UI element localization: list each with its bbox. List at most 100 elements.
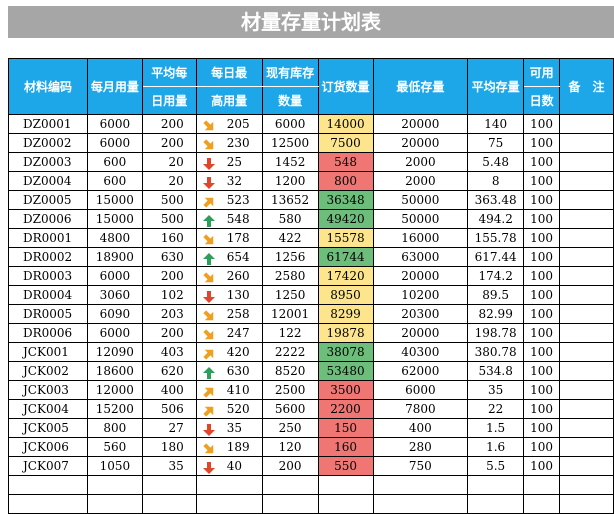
header-note[interactable]: 备 注	[559, 58, 614, 115]
daily-usage-cell[interactable]: 203	[141, 304, 197, 324]
code-cell[interactable]: JCK007	[8, 456, 88, 476]
avg-stock-cell[interactable]: 140	[467, 114, 525, 134]
stock-cell[interactable]: 13652	[261, 190, 319, 210]
daily-usage-cell[interactable]: 20	[141, 171, 197, 191]
days-cell[interactable]: 100	[523, 323, 561, 343]
peak-usage-cell[interactable]: 420	[195, 342, 263, 362]
order-qty-cell[interactable]: 3500	[317, 380, 374, 400]
min-stock-cell[interactable]: 20000	[372, 133, 469, 153]
peak-usage-cell[interactable]: 630	[195, 361, 263, 381]
daily-usage-cell[interactable]: 403	[141, 342, 197, 362]
daily-usage-cell[interactable]: 400	[141, 380, 197, 400]
header-stock-top[interactable]: 现有库存	[261, 58, 319, 87]
monthly-usage-cell[interactable]: 800	[86, 418, 143, 438]
monthly-usage-cell[interactable]: 6090	[86, 304, 143, 324]
stock-cell[interactable]: 6000	[261, 114, 319, 134]
header-code[interactable]: 材料编码	[8, 58, 88, 115]
min-stock-cell[interactable]: 20300	[372, 304, 469, 324]
stock-cell[interactable]: 422	[261, 228, 319, 248]
stock-cell[interactable]: 2580	[261, 266, 319, 286]
peak-usage-cell[interactable]: 410	[195, 380, 263, 400]
order-qty-cell[interactable]: 2200	[317, 399, 374, 419]
daily-usage-cell[interactable]: 102	[141, 285, 197, 305]
monthly-usage-cell[interactable]: 18900	[86, 247, 143, 267]
code-cell[interactable]: JCK004	[8, 399, 88, 419]
days-cell[interactable]: 100	[523, 247, 561, 267]
note-cell[interactable]	[559, 171, 614, 191]
min-stock-cell[interactable]: 50000	[372, 209, 469, 229]
monthly-usage-cell[interactable]: 560	[86, 437, 143, 457]
code-cell[interactable]: JCK001	[8, 342, 88, 362]
empty-cell[interactable]	[372, 475, 469, 495]
note-cell[interactable]	[559, 399, 614, 419]
peak-usage-cell[interactable]: 178	[195, 228, 263, 248]
header-monthly[interactable]: 每月用量	[86, 58, 143, 115]
monthly-usage-cell[interactable]: 3060	[86, 285, 143, 305]
peak-usage-cell[interactable]: 260	[195, 266, 263, 286]
avg-stock-cell[interactable]: 5.48	[467, 152, 525, 172]
order-qty-cell[interactable]: 61744	[317, 247, 374, 267]
code-cell[interactable]: JCK002	[8, 361, 88, 381]
avg-stock-cell[interactable]: 198.78	[467, 323, 525, 343]
daily-usage-cell[interactable]: 630	[141, 247, 197, 267]
order-qty-cell[interactable]: 17420	[317, 266, 374, 286]
stock-cell[interactable]: 1250	[261, 285, 319, 305]
code-cell[interactable]: DZ0002	[8, 133, 88, 153]
stock-cell[interactable]: 12500	[261, 133, 319, 153]
peak-usage-cell[interactable]: 35	[195, 418, 263, 438]
code-cell[interactable]: DR0005	[8, 304, 88, 324]
daily-usage-cell[interactable]: 200	[141, 133, 197, 153]
peak-usage-cell[interactable]: 548	[195, 209, 263, 229]
days-cell[interactable]: 100	[523, 342, 561, 362]
stock-cell[interactable]: 122	[261, 323, 319, 343]
code-cell[interactable]: DZ0003	[8, 152, 88, 172]
daily-usage-cell[interactable]: 620	[141, 361, 197, 381]
stock-cell[interactable]: 5600	[261, 399, 319, 419]
code-cell[interactable]: DR0006	[8, 323, 88, 343]
empty-cell[interactable]	[261, 475, 319, 495]
days-cell[interactable]: 100	[523, 418, 561, 438]
peak-usage-cell[interactable]: 247	[195, 323, 263, 343]
monthly-usage-cell[interactable]: 15200	[86, 399, 143, 419]
min-stock-cell[interactable]: 16000	[372, 228, 469, 248]
empty-cell[interactable]	[467, 475, 525, 495]
note-cell[interactable]	[559, 114, 614, 134]
order-qty-cell[interactable]: 36348	[317, 190, 374, 210]
note-cell[interactable]	[559, 266, 614, 286]
note-cell[interactable]	[559, 285, 614, 305]
note-cell[interactable]	[559, 228, 614, 248]
monthly-usage-cell[interactable]: 6000	[86, 114, 143, 134]
avg-stock-cell[interactable]: 494.2	[467, 209, 525, 229]
stock-cell[interactable]: 580	[261, 209, 319, 229]
order-qty-cell[interactable]: 14000	[317, 114, 374, 134]
empty-cell[interactable]	[86, 494, 143, 514]
min-stock-cell[interactable]: 280	[372, 437, 469, 457]
avg-stock-cell[interactable]: 5.5	[467, 456, 525, 476]
header-order[interactable]: 订货数量	[317, 58, 374, 115]
code-cell[interactable]: DZ0004	[8, 171, 88, 191]
order-qty-cell[interactable]: 8299	[317, 304, 374, 324]
order-qty-cell[interactable]: 800	[317, 171, 374, 191]
avg-stock-cell[interactable]: 22	[467, 399, 525, 419]
stock-cell[interactable]: 120	[261, 437, 319, 457]
days-cell[interactable]: 100	[523, 437, 561, 457]
note-cell[interactable]	[559, 380, 614, 400]
days-cell[interactable]: 100	[523, 361, 561, 381]
monthly-usage-cell[interactable]: 12090	[86, 342, 143, 362]
note-cell[interactable]	[559, 361, 614, 381]
monthly-usage-cell[interactable]: 6000	[86, 266, 143, 286]
code-cell[interactable]: DR0002	[8, 247, 88, 267]
avg-stock-cell[interactable]: 617.44	[467, 247, 525, 267]
order-qty-cell[interactable]: 8950	[317, 285, 374, 305]
empty-cell[interactable]	[467, 494, 525, 514]
header-daily-top[interactable]: 平均每	[141, 58, 197, 87]
header-days-top[interactable]: 可用	[523, 58, 561, 87]
daily-usage-cell[interactable]: 506	[141, 399, 197, 419]
order-qty-cell[interactable]: 19878	[317, 323, 374, 343]
monthly-usage-cell[interactable]: 6000	[86, 323, 143, 343]
min-stock-cell[interactable]: 2000	[372, 171, 469, 191]
note-cell[interactable]	[559, 209, 614, 229]
peak-usage-cell[interactable]: 130	[195, 285, 263, 305]
order-qty-cell[interactable]: 49420	[317, 209, 374, 229]
code-cell[interactable]: DR0004	[8, 285, 88, 305]
